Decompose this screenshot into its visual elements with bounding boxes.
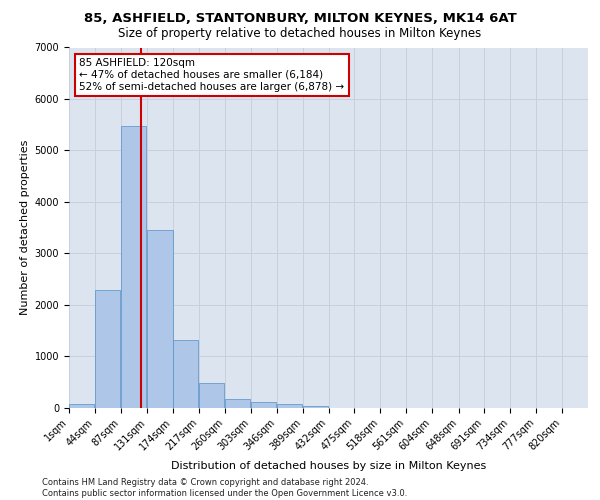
Bar xyxy=(121,126,146,408)
Bar xyxy=(173,340,199,407)
Bar xyxy=(251,402,276,407)
Bar xyxy=(69,404,94,407)
Y-axis label: Number of detached properties: Number of detached properties xyxy=(20,140,31,315)
X-axis label: Distribution of detached houses by size in Milton Keynes: Distribution of detached houses by size … xyxy=(171,460,486,470)
Bar xyxy=(277,404,302,407)
Bar xyxy=(199,384,224,407)
Text: 85 ASHFIELD: 120sqm
← 47% of detached houses are smaller (6,184)
52% of semi-det: 85 ASHFIELD: 120sqm ← 47% of detached ho… xyxy=(79,58,344,92)
Bar xyxy=(95,290,120,408)
Bar xyxy=(147,230,173,408)
Text: Contains HM Land Registry data © Crown copyright and database right 2024.
Contai: Contains HM Land Registry data © Crown c… xyxy=(42,478,407,498)
Text: Size of property relative to detached houses in Milton Keynes: Size of property relative to detached ho… xyxy=(118,28,482,40)
Bar xyxy=(225,400,250,407)
Bar xyxy=(302,406,328,407)
Text: 85, ASHFIELD, STANTONBURY, MILTON KEYNES, MK14 6AT: 85, ASHFIELD, STANTONBURY, MILTON KEYNES… xyxy=(83,12,517,26)
